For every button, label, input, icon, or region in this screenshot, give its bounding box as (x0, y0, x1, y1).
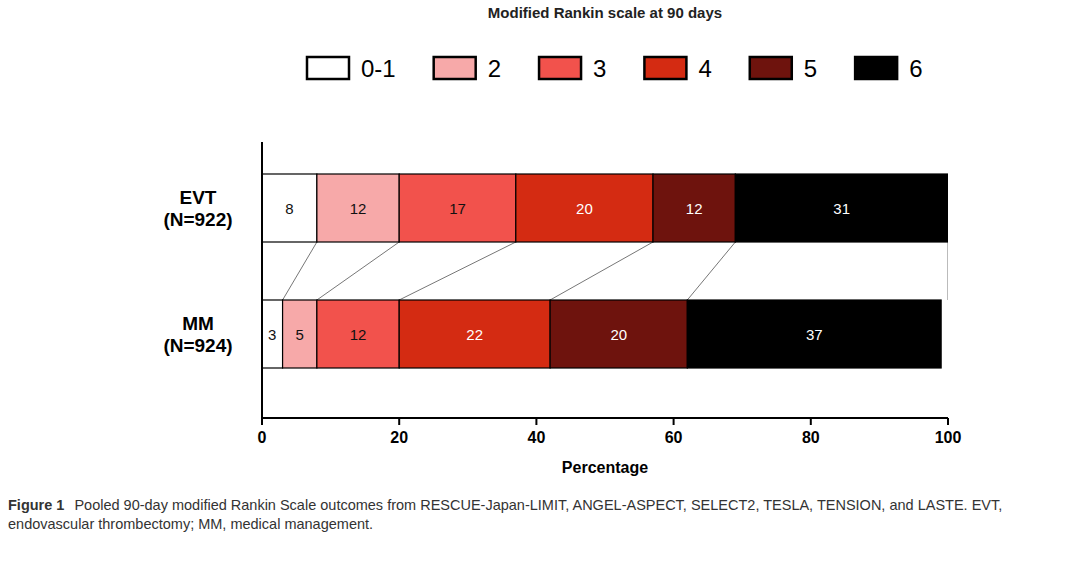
bar-segment (399, 174, 516, 242)
connector (948, 242, 949, 300)
x-tick-label: 60 (665, 429, 683, 446)
data-label: 8 (285, 200, 293, 217)
legend-label: 6 (909, 55, 922, 82)
bar-segment (550, 300, 687, 368)
bar-segment (283, 300, 317, 368)
x-tick (535, 418, 537, 425)
legend-swatch (644, 57, 686, 79)
bar-segment (262, 174, 317, 242)
x-tick-label: 100 (935, 429, 962, 446)
bar-segment (516, 174, 653, 242)
connector (399, 242, 516, 300)
legend-swatch (855, 57, 897, 79)
legend-label: 0-1 (361, 55, 396, 82)
data-label: 20 (610, 326, 627, 343)
x-tick-label: 0 (258, 429, 267, 446)
bar-segment (687, 300, 941, 368)
connectors (283, 242, 948, 300)
connector (687, 242, 735, 300)
legend-label: 4 (698, 55, 711, 82)
title: Modified Rankin scale at 90 days (488, 4, 722, 21)
bar-segment (317, 300, 399, 368)
data-label: 37 (806, 326, 823, 343)
x-tick (810, 418, 812, 425)
bar-segment (262, 300, 283, 368)
x-tick (261, 418, 263, 425)
x-tick (673, 418, 675, 425)
bar-segment (399, 300, 550, 368)
data-label: 5 (296, 326, 304, 343)
caption: Figure 1Pooled 90-day modified Rankin Sc… (8, 496, 1072, 534)
category-label: MM(N=924) (163, 313, 232, 356)
x-tick (398, 418, 400, 425)
bar-segment (735, 174, 948, 242)
chart: Modified Rankin scale at 90 days 0-1 2 3 4 5 6… (0, 0, 1080, 566)
data-label: 22 (466, 326, 483, 343)
data-label: 12 (350, 200, 367, 217)
legend: 0-1 2 3 4 5 6 (307, 55, 922, 82)
connector (550, 242, 653, 300)
data-label: 17 (449, 200, 466, 217)
legend-swatch (307, 57, 349, 79)
caption-label: Figure 1 (8, 497, 64, 513)
x-axis-label: Percentage (562, 459, 648, 476)
x-tick-label: 40 (528, 429, 546, 446)
legend-swatch (750, 57, 792, 79)
data-label: 12 (350, 326, 367, 343)
category-label: EVT(N=922) (163, 187, 232, 230)
x-tick-label: 20 (390, 429, 408, 446)
legend-label: 3 (593, 55, 606, 82)
data-label: 20 (576, 200, 593, 217)
bar-segment (653, 174, 735, 242)
legend-label: 2 (488, 55, 501, 82)
y-axis (261, 142, 263, 418)
legend-swatch (434, 57, 476, 79)
data-labels: 8 12 17 20 12 31 3 5 12 22 20 37 (268, 200, 850, 343)
connector (283, 242, 317, 300)
data-label: 31 (833, 200, 850, 217)
bars (262, 174, 948, 368)
connector (317, 242, 399, 300)
x-tick (947, 418, 949, 425)
legend-label: 5 (804, 55, 817, 82)
caption-text: Pooled 90-day modified Rankin Scale outc… (8, 497, 1002, 532)
x-axis (262, 417, 948, 419)
data-label: 3 (268, 326, 276, 343)
data-label: 12 (686, 200, 703, 217)
legend-swatch (539, 57, 581, 79)
x-tick-label: 80 (802, 429, 820, 446)
bar-segment (317, 174, 399, 242)
